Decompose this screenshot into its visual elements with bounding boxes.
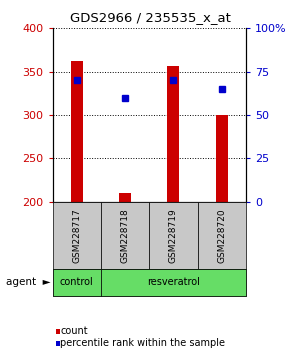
Text: resveratrol: resveratrol — [147, 277, 200, 287]
Bar — [119, 193, 131, 202]
Text: GSM228720: GSM228720 — [217, 208, 226, 263]
Text: GSM228717: GSM228717 — [72, 208, 81, 263]
Text: GDS2966 / 235535_x_at: GDS2966 / 235535_x_at — [70, 11, 230, 24]
Text: GSM228719: GSM228719 — [169, 208, 178, 263]
Bar — [70, 61, 83, 202]
Text: GSM228718: GSM228718 — [121, 208, 130, 263]
Bar — [216, 115, 228, 202]
Bar — [167, 65, 179, 202]
Text: agent  ►: agent ► — [6, 277, 51, 287]
Text: percentile rank within the sample: percentile rank within the sample — [60, 338, 225, 348]
Text: count: count — [60, 326, 88, 336]
Text: control: control — [60, 277, 94, 287]
